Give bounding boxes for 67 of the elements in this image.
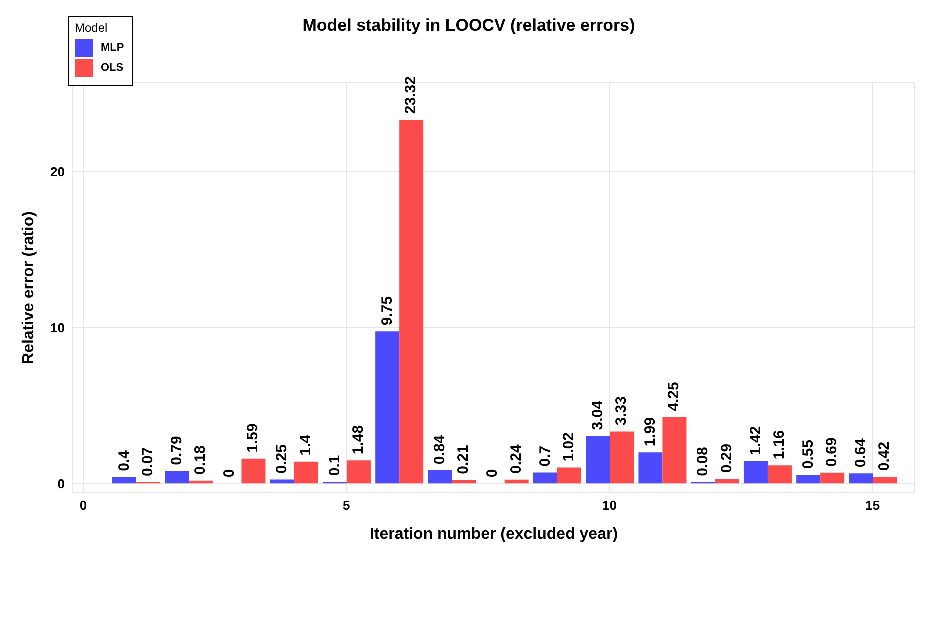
data-label: 0.07 (139, 447, 156, 477)
legend-label: MLP (101, 42, 124, 54)
data-label: 0.29 (718, 444, 736, 474)
bar (400, 120, 424, 484)
data-label: 0.1 (326, 455, 344, 476)
data-label: 0.7 (536, 446, 554, 467)
data-label: 1.42 (747, 426, 764, 456)
data-label: 1.16 (770, 430, 788, 460)
data-label: 0.79 (168, 436, 186, 466)
chart-title: Model stability in LOOCV (relative errors) (302, 16, 636, 35)
data-label: 0.64 (852, 438, 870, 468)
data-label: 9.75 (378, 296, 396, 326)
bar (610, 432, 634, 484)
y-tick-label: 10 (50, 320, 65, 336)
bar (873, 477, 898, 484)
data-label: 3.33 (613, 396, 630, 426)
data-label: 0.18 (192, 446, 210, 475)
y-tick-label: 20 (50, 164, 65, 180)
x-tick-label: 10 (602, 498, 618, 514)
bar (820, 472, 845, 484)
y-axis-title: Relative error (ratio) (20, 212, 38, 364)
data-label: 1.02 (560, 432, 578, 462)
data-label: 0.21 (455, 445, 472, 474)
data-label: 0.55 (800, 440, 817, 470)
data-label: 1.99 (642, 417, 660, 447)
data-label: 0 (484, 469, 502, 478)
x-tick-label: 5 (343, 498, 350, 514)
x-tick-label: 0 (80, 498, 88, 514)
bar (586, 436, 610, 484)
bar (242, 458, 266, 484)
bar (376, 332, 400, 484)
data-label: 0.24 (508, 444, 525, 474)
data-label: 0.69 (824, 438, 841, 467)
bar (796, 475, 821, 484)
data-label: 1.59 (244, 424, 262, 453)
bar (638, 452, 663, 484)
bar (452, 480, 476, 484)
bar (112, 477, 136, 484)
bar (533, 472, 558, 484)
data-label: 3.04 (589, 400, 606, 430)
data-label: 0 (221, 469, 238, 478)
bar (662, 417, 687, 484)
bar (346, 460, 371, 484)
y-tick-label: 0 (58, 476, 65, 492)
legend-title: Model (75, 21, 109, 35)
data-label: 1.4 (297, 434, 314, 456)
x-tick-label: 15 (866, 498, 880, 514)
data-label: 0.84 (432, 434, 449, 465)
data-label: 0.42 (876, 442, 894, 472)
bar (744, 462, 768, 484)
data-label: 4.25 (666, 382, 683, 412)
x-axis-title: Iteration number (excluded year) (370, 526, 618, 543)
bar (270, 480, 294, 484)
bar (428, 470, 452, 484)
bar (504, 480, 529, 484)
legend-label: OLS (101, 62, 124, 74)
bar (294, 462, 318, 484)
data-label: 23.32 (402, 76, 420, 114)
bar (768, 466, 792, 484)
bar (715, 479, 740, 484)
data-label: 1.48 (350, 425, 367, 455)
data-label: 0.08 (694, 447, 712, 476)
bar (165, 471, 190, 484)
bar (849, 474, 874, 484)
bar (557, 468, 582, 484)
data-label: 0.25 (274, 444, 291, 474)
data-label: 0.4 (116, 450, 133, 472)
